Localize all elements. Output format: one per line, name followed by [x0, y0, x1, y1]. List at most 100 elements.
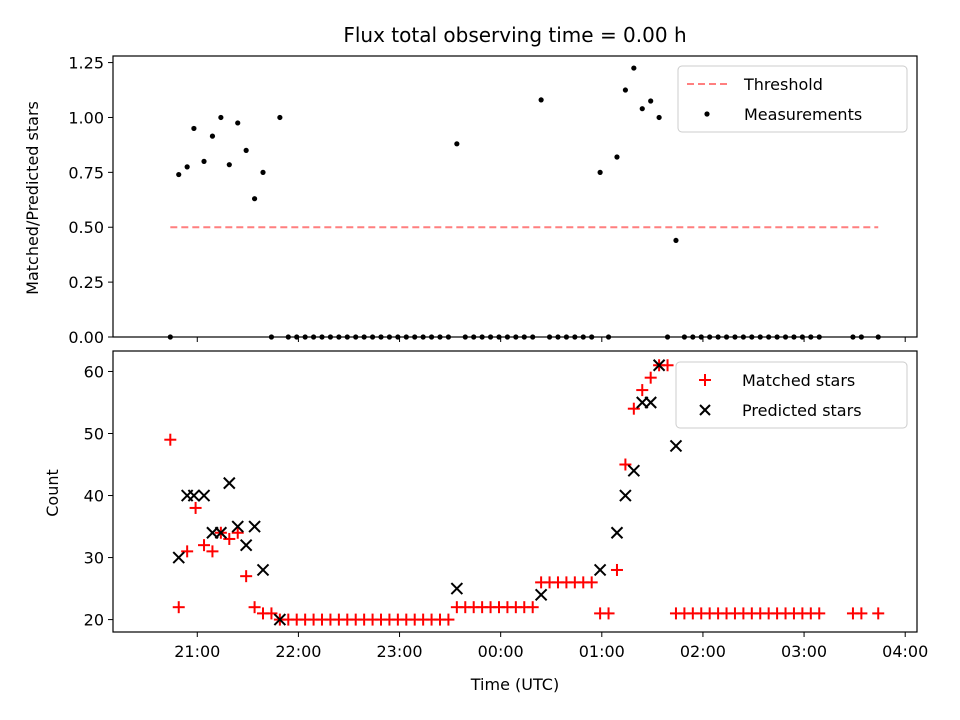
measurement-point	[622, 87, 629, 93]
matched-star-marker	[231, 526, 244, 539]
matched-star-marker	[602, 607, 615, 620]
matched-star-marker	[172, 601, 185, 614]
predicted-star-marker	[239, 538, 253, 552]
matched-star-marker	[585, 576, 598, 589]
count-y-tick-label: 60	[84, 362, 104, 381]
threshold-legend-label: Threshold	[743, 75, 823, 94]
measurement-point	[277, 114, 283, 121]
measurements-legend-marker	[704, 111, 710, 117]
count-y-tick-label: 20	[84, 611, 104, 630]
count-legend: Matched stars Predicted stars	[675, 361, 908, 429]
predicted-star-marker	[669, 439, 683, 453]
predicted-star-marker	[627, 464, 641, 477]
predicted-star-marker	[273, 613, 287, 626]
matched-star-marker	[206, 545, 219, 558]
matched-star-marker	[619, 458, 632, 471]
matched-star-marker	[855, 607, 868, 620]
x-tick-label: 21:00	[174, 642, 220, 661]
ratio-y-tick-label: 0.25	[68, 273, 104, 292]
measurement-point	[201, 158, 207, 164]
matched-star-marker	[813, 607, 826, 620]
x-tick-label: 01:00	[579, 642, 625, 661]
ratio-panel: Flux total observing time = 0.00 h 0.000…	[23, 23, 918, 347]
measurement-point	[235, 120, 241, 126]
predicted-star-marker	[619, 489, 632, 502]
predicted-star-marker	[644, 396, 657, 409]
matched-star-marker	[240, 570, 253, 583]
measurement-point	[218, 114, 224, 121]
ratio-plot-area	[167, 65, 881, 340]
chart-title: Flux total observing time = 0.00 h	[343, 23, 686, 47]
matched-star-marker	[248, 601, 261, 614]
matched-legend-label: Matched stars	[742, 371, 855, 390]
predicted-legend-label: Predicted stars	[742, 401, 862, 420]
matched-star-marker	[164, 433, 177, 446]
matched-star-marker	[198, 539, 211, 552]
x-tick-label: 04:00	[882, 642, 928, 661]
count-plot-area	[164, 359, 885, 626]
measurement-point	[243, 147, 249, 153]
predicted-star-marker	[248, 520, 261, 533]
count-y-tick-label: 30	[84, 549, 104, 568]
predicted-star-marker	[231, 520, 244, 533]
matched-star-marker	[644, 371, 657, 384]
count-y-tick-label: 40	[84, 487, 104, 506]
measurement-point	[209, 133, 216, 139]
matched-star-marker	[661, 359, 674, 372]
matched-star-marker	[223, 532, 236, 545]
ratio-axes-frame	[112, 55, 918, 338]
predicted-star-marker	[652, 359, 666, 372]
measurement-point	[597, 169, 603, 175]
x-tick-label: 23:00	[376, 642, 422, 661]
predicted-star-marker	[172, 551, 185, 564]
ratio-y-tick-label: 0.00	[68, 328, 104, 347]
predicted-star-marker	[593, 563, 607, 577]
measurement-point	[226, 162, 232, 168]
predicted-star-marker	[197, 489, 211, 502]
ratio-y-axis-label: Matched/Predicted stars	[23, 101, 42, 295]
predicted-star-marker	[610, 526, 624, 539]
x-tick-label: 03:00	[781, 642, 827, 661]
predicted-star-marker	[214, 526, 228, 539]
measurement-point	[184, 164, 190, 170]
x-tick-label: 00:00	[478, 642, 524, 661]
count-axes-frame	[112, 350, 918, 633]
measurement-point	[191, 125, 197, 132]
x-axis-label: Time (UTC)	[470, 675, 559, 694]
matched-star-marker	[189, 501, 202, 514]
measurement-point	[251, 196, 258, 202]
ratio-legend: Threshold Measurements	[677, 65, 908, 133]
measurement-point	[639, 106, 645, 112]
x-tick-label: 02:00	[680, 642, 726, 661]
ratio-y-tick-label: 1.00	[68, 108, 104, 127]
matched-legend-marker	[699, 374, 711, 386]
count-legend-box	[675, 361, 908, 429]
predicted-star-marker	[256, 563, 270, 577]
count-panel: 20 30 40 50 60 21:00 22:00 23:00 00:00 01:00 02:00…	[43, 350, 929, 694]
matched-star-marker	[265, 607, 278, 620]
matched-star-marker	[610, 563, 623, 576]
measurement-point	[538, 97, 544, 103]
matched-star-marker	[526, 601, 539, 614]
ratio-y-tick-label: 0.75	[68, 163, 104, 182]
matched-star-marker	[181, 545, 194, 558]
measurement-point	[673, 237, 679, 244]
measurement-point	[631, 65, 637, 71]
matched-star-marker	[442, 613, 455, 626]
predicted-star-marker	[187, 489, 201, 502]
matched-star-marker	[636, 384, 649, 397]
ratio-y-tick-label: 1.25	[68, 54, 104, 73]
count-y-axis-label: Count	[43, 469, 62, 517]
ratio-y-tick-label: 0.50	[68, 218, 104, 237]
count-axes: 20 30 40 50 60 21:00 22:00 23:00 00:00 01:00 02:00…	[84, 362, 929, 661]
predicted-star-marker	[534, 588, 548, 601]
predicted-legend-marker	[699, 404, 711, 416]
count-y-tick-label: 50	[84, 425, 104, 444]
measurements-legend-label: Measurements	[744, 105, 862, 124]
measurement-point	[648, 98, 654, 104]
ratio-y-axis: 0.00 0.25 0.50 0.75 1.00 1.25	[68, 54, 906, 347]
matched-star-marker	[872, 607, 885, 620]
x-tick-label: 22:00	[275, 642, 321, 661]
measurement-point	[614, 154, 620, 160]
